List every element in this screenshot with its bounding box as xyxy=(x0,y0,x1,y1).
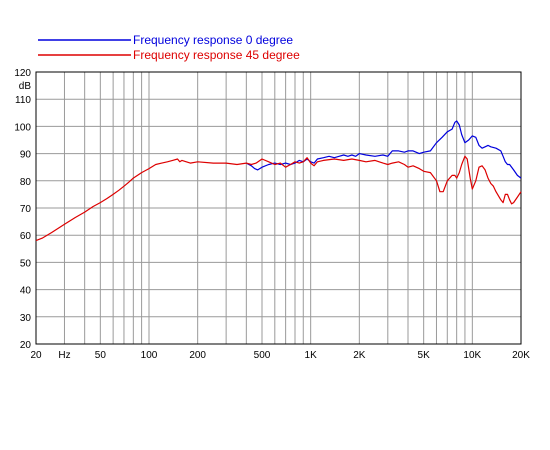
y-tick-label: 30 xyxy=(20,313,32,324)
x-tick-label: 2K xyxy=(353,350,366,361)
y-tick-label: 60 xyxy=(20,231,32,242)
y-axis-unit-label: dB xyxy=(19,81,32,92)
y-tick-label: 100 xyxy=(14,122,31,133)
series-layer xyxy=(35,120,522,242)
legend-label: Frequency response 0 degree xyxy=(133,33,293,47)
x-tick-label: 50 xyxy=(95,350,107,361)
y-tick-label: 50 xyxy=(20,258,32,269)
y-tick-label: 20 xyxy=(20,340,32,351)
y-tick-label: 120 xyxy=(14,68,31,79)
x-tick-label: 200 xyxy=(189,350,206,361)
y-tick-labels: 20 30 40 50 60 70 80 90 100 110 120 xyxy=(14,68,31,351)
chart-grid xyxy=(36,71,521,345)
x-tick-label: 500 xyxy=(254,350,271,361)
y-tick-label: 90 xyxy=(20,150,32,161)
x-tick-labels: 20 Hz 50 100 200 500 1K 2K 5K 10K 20K xyxy=(30,350,530,361)
series-line-45-degree xyxy=(35,155,522,242)
series-line-0-degree xyxy=(246,120,522,179)
x-tick-label: 20 xyxy=(30,350,42,361)
y-tick-label: 70 xyxy=(20,204,32,215)
legend-label: Frequency response 45 degree xyxy=(133,48,300,62)
y-tick-label: 110 xyxy=(15,95,31,106)
x-tick-label: 20K xyxy=(512,350,530,361)
x-tick-label: 10K xyxy=(463,350,481,361)
y-tick-label: 80 xyxy=(20,177,32,188)
x-tick-label: 5K xyxy=(418,350,431,361)
plot-frame xyxy=(35,71,522,345)
x-tick-label: 100 xyxy=(141,350,158,361)
x-tick-label: Hz xyxy=(58,350,70,361)
x-tick-label: 1K xyxy=(305,350,318,361)
y-tick-label: 40 xyxy=(20,286,32,297)
